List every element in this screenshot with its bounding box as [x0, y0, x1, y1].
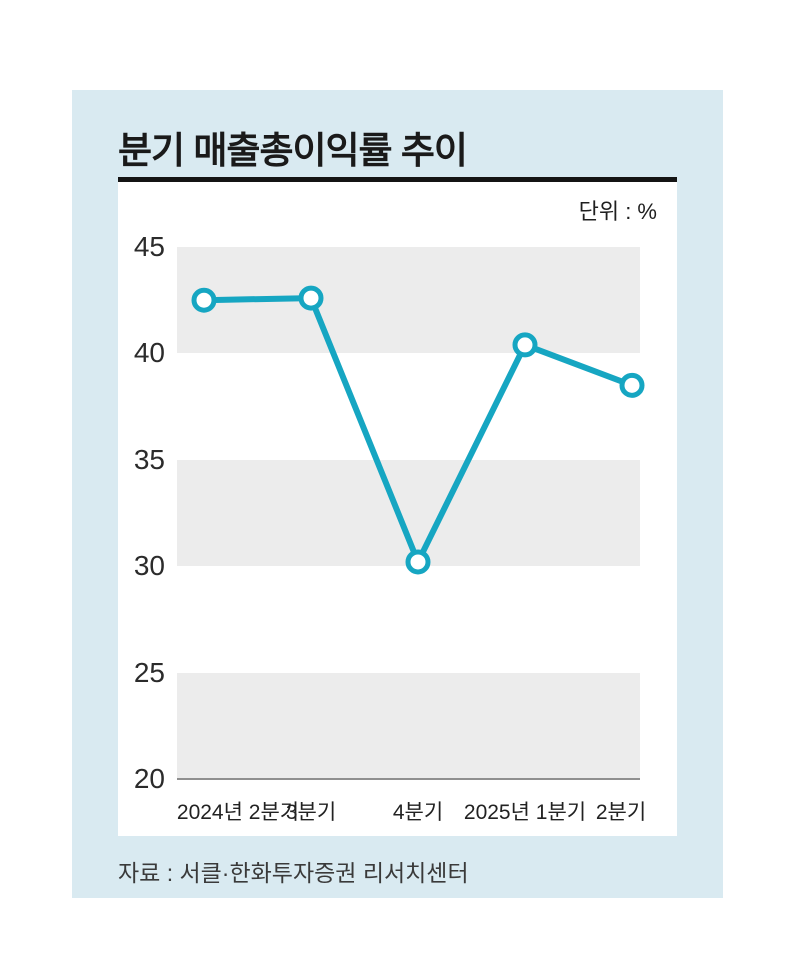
- data-point-marker: [619, 372, 645, 398]
- y-tick-label: 40: [133, 337, 165, 369]
- title-rule: [118, 177, 677, 182]
- y-tick-label: 20: [133, 763, 165, 794]
- shaded-band: [177, 459, 640, 567]
- data-point-marker: [405, 549, 431, 575]
- x-tick-label: 4분기: [392, 801, 444, 824]
- data-point-marker: [512, 332, 538, 358]
- data-point-marker: [191, 287, 217, 313]
- plot-area: [177, 247, 645, 779]
- x-tick-label: 2분기: [595, 801, 647, 824]
- y-tick-label: 35: [133, 443, 165, 475]
- chart-panel: 분기 매출총이익률 추이 단위 : % 45 40 35 30 25 20 2024년 2…: [72, 90, 723, 898]
- y-tick-label: 30: [133, 550, 165, 582]
- x-tick-label: 3분기: [285, 801, 337, 824]
- series-line: [201, 295, 635, 565]
- data-point-marker: [298, 285, 324, 311]
- source-note: 자료 : 서클·한화투자증권 리서치센터: [118, 860, 469, 886]
- chart-card: 단위 : % 45 40 35 30 25 20 2024년 2분기 3분기 4분기 2025년…: [118, 182, 677, 836]
- shaded-band: [177, 672, 640, 779]
- y-tick-label: 45: [133, 231, 165, 262]
- x-tick-label: 2024년 2분기: [176, 801, 300, 824]
- x-tick-label: 2025년 1분기: [463, 801, 587, 824]
- chart-title: 분기 매출총이익률 추이: [118, 130, 468, 171]
- unit-label: 단위 : %: [578, 199, 657, 224]
- x-axis-line: [177, 778, 640, 780]
- line-series: [191, 285, 645, 575]
- y-tick-label: 25: [133, 656, 165, 688]
